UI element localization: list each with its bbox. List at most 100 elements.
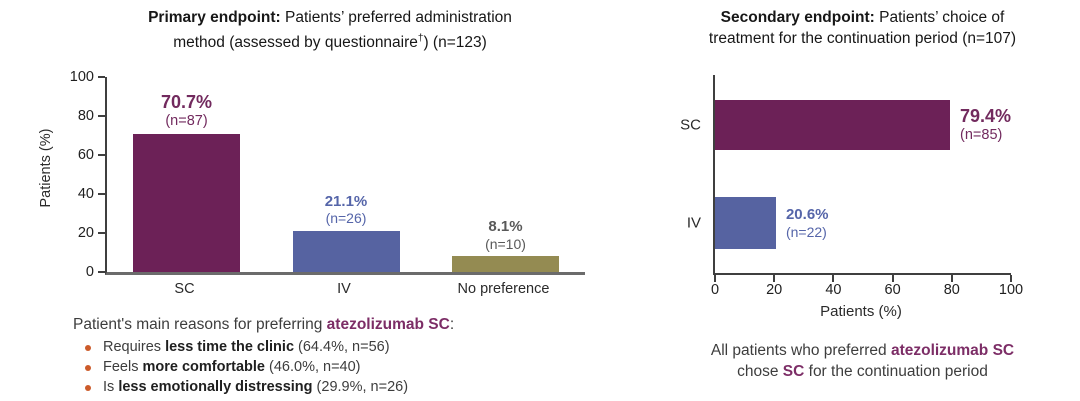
x-tick-label: 80 (943, 282, 960, 298)
x-tick-label: 20 (766, 282, 783, 298)
x-tick-mark (714, 275, 716, 282)
category-label-iv: IV (337, 281, 351, 297)
bar-value-label-sc: 70.7% (n=87) (161, 92, 212, 130)
value-percent-sc: 70.7% (160, 91, 213, 112)
value-percent-iv: 21.1% (324, 192, 368, 210)
x-tick-mark (950, 275, 953, 282)
footer-line1-pre: All patients who preferred (710, 342, 891, 359)
reason-bold: less time the clinic (165, 339, 295, 355)
reasons-drug-highlight: atezolizumab SC (326, 316, 450, 333)
hbar-iv (715, 197, 776, 249)
footer-line2-pre: chose (737, 363, 783, 380)
reason-post: (64.4%, n=56) (294, 339, 390, 355)
hbar-value-label-sc: 79.4% (n=85) (960, 106, 1011, 144)
reason-post: (46.0%, n=40) (264, 359, 361, 375)
left-y-axis-label: Patients (%) (38, 128, 54, 208)
reason-pre: Requires (103, 339, 166, 355)
x-tick-mark (773, 275, 776, 282)
x-tick-label: 0 (710, 282, 720, 298)
left-title-rest: Patients’ preferred administration (280, 9, 512, 26)
y-tick-mark (98, 154, 105, 156)
y-tick-label: 0 (85, 264, 94, 280)
hbar-row-sc: SC 79.4% (n=85) (680, 100, 1011, 150)
value-n-iv: (n=26) (325, 210, 367, 227)
reason-pre: Feels (103, 359, 143, 375)
dagger-footnote-icon: † (417, 33, 424, 44)
hbar-row-iv: IV 20.6% (n=22) (687, 197, 1011, 249)
right-chart-title: Secondary endpoint: Patients’ choice of … (640, 7, 1080, 49)
reason-text: Is less emotionally distressing (29.9%, … (103, 379, 408, 395)
y-tick-mark (98, 76, 105, 78)
bar-iv (292, 230, 400, 272)
reasons-intro: Patient's main reasons for preferring (73, 316, 327, 333)
reason-pre: Is (103, 379, 119, 395)
value-percent-no-preference: 8.1% (488, 218, 523, 236)
reason-bold: less emotionally distressing (118, 379, 313, 395)
bar-slot-iv: 21.1% (n=26) (267, 77, 426, 272)
hbar-sc (715, 100, 951, 150)
left-title-bold: Primary endpoint: (148, 9, 281, 26)
bar-value-label-no-preference: 8.1% (n=10) (485, 218, 526, 252)
right-title-line2: treatment for the continuation period (n… (708, 30, 1017, 47)
bar-no-preference (452, 256, 559, 272)
right-chart: Secondary endpoint: Patients’ choice of … (600, 0, 1080, 401)
reason-item: Requires less time the clinic (64.4%, n=… (85, 339, 408, 359)
y-tick-label: 60 (77, 147, 94, 163)
y-tick-label: 20 (77, 225, 94, 241)
category-label-sc: SC (680, 116, 701, 134)
bar-value-label-iv: 21.1% (n=26) (325, 193, 368, 227)
bar-slot-sc: 70.7% (n=87) (107, 77, 266, 272)
reason-text: Feels more comfortable (46.0%, n=40) (103, 359, 361, 375)
reasons-heading: Patient's main reasons for preferring at… (73, 316, 454, 334)
footer-sc-highlight: SC (782, 363, 805, 380)
left-chart: Primary endpoint: Patients’ preferred ad… (38, 7, 590, 399)
bullet-icon (85, 385, 91, 391)
footer-line2-post: for the continuation period (804, 363, 988, 380)
reason-post: (29.9%, n=26) (312, 379, 409, 395)
reasons-list: Requires less time the clinic (64.4%, n=… (85, 339, 408, 399)
x-tick-label: 60 (884, 282, 901, 298)
y-tick-label: 80 (77, 108, 94, 124)
left-title-line2-post: ) (n=123) (423, 34, 487, 52)
bar-sc (133, 134, 240, 272)
bar-slot-no-preference: 8.1% (n=10) (426, 77, 585, 272)
y-tick-mark (98, 232, 105, 234)
category-label-sc: SC (174, 281, 195, 297)
reason-text: Requires less time the clinic (64.4%, n=… (103, 339, 390, 355)
x-tick-mark (832, 275, 835, 282)
category-label-no-preference: No preference (457, 281, 550, 297)
y-tick-mark (98, 115, 105, 117)
value-percent-sc: 79.4% (960, 105, 1012, 126)
reasons-colon: : (449, 316, 455, 333)
bullet-icon (85, 365, 91, 371)
y-tick-mark (98, 193, 105, 195)
right-footer-note: All patients who preferred atezolizumab … (640, 340, 1080, 382)
reason-item: Feels more comfortable (46.0%, n=40) (85, 359, 408, 379)
bullet-icon (85, 345, 91, 351)
value-n-sc: (n=85) (960, 127, 1003, 144)
reason-bold: more comfortable (142, 359, 265, 375)
value-n-iv: (n=22) (785, 223, 827, 240)
y-tick-mark (98, 271, 105, 273)
right-title-bold: Secondary endpoint: (720, 9, 875, 26)
footer-drug-highlight: atezolizumab SC (890, 342, 1015, 359)
hbar-value-label-iv: 20.6% (n=22) (786, 206, 829, 240)
y-tick-label: 100 (69, 69, 94, 85)
x-tick-label: 40 (825, 282, 842, 298)
y-tick-label: 40 (77, 186, 94, 202)
value-n-no-preference: (n=10) (485, 235, 526, 252)
reason-item: Is less emotionally distressing (29.9%, … (85, 379, 408, 399)
right-x-axis-label: Patients (%) (820, 303, 902, 320)
left-title-line2-pre: method (assessed by questionnaire (173, 34, 418, 52)
left-plot-area: 100 80 60 40 20 0 70.7% (n=87) 21.1% (n=… (70, 69, 585, 280)
right-plot-area: SC 79.4% (n=85) IV 20.6% (n=22) (680, 75, 1023, 298)
value-n-sc: (n=87) (165, 113, 208, 130)
x-tick-mark (1010, 275, 1012, 282)
x-tick-label: 100 (998, 282, 1024, 298)
category-label-iv: IV (686, 214, 701, 232)
right-title-rest: Patients’ choice of (874, 9, 1005, 26)
left-chart-title: Primary endpoint: Patients’ preferred ad… (70, 7, 590, 53)
x-tick-mark (891, 275, 894, 282)
value-percent-iv: 20.6% (785, 205, 829, 223)
